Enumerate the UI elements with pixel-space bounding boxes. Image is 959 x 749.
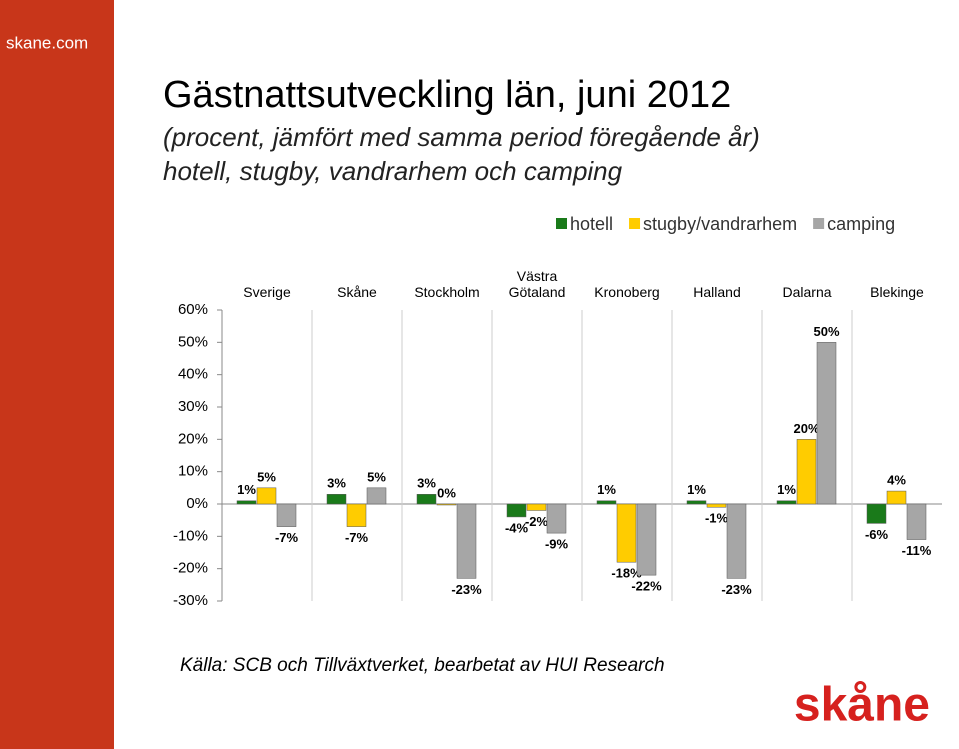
category-label: Blekinge — [870, 284, 924, 300]
category-label: Västra Götaland — [508, 268, 566, 300]
legend-swatch — [629, 218, 641, 229]
bar — [546, 503, 567, 534]
data-label: 3% — [327, 476, 346, 491]
y-tick-label: 0% — [186, 495, 208, 512]
bar — [706, 503, 727, 508]
bar — [506, 503, 527, 518]
data-label: 1% — [687, 482, 706, 497]
data-label: -4% — [505, 520, 529, 535]
y-tick-label: 30% — [178, 398, 208, 415]
data-label: 5% — [367, 469, 386, 484]
bar — [416, 494, 437, 505]
bar — [276, 503, 297, 527]
data-label: -23% — [721, 582, 752, 597]
category-label: Dalarna — [782, 284, 832, 300]
bar — [526, 503, 547, 511]
data-label: -11% — [902, 543, 932, 558]
sidebar — [0, 0, 114, 749]
data-label: 3% — [417, 476, 436, 491]
category-label: Stockholm — [414, 284, 480, 300]
legend-label: camping — [827, 214, 895, 234]
site-name: skane.com — [6, 33, 88, 52]
legend-label: stugby/vandrarhem — [643, 214, 797, 234]
bar — [776, 500, 797, 505]
legend-swatch — [556, 218, 567, 229]
chart-subtitle: (procent, jämfört med samma period föreg… — [163, 122, 760, 152]
bar — [796, 439, 817, 505]
bar — [436, 503, 457, 506]
data-label: 0% — [437, 485, 456, 500]
legend-swatch — [813, 218, 825, 229]
y-tick-label: 10% — [178, 463, 208, 480]
y-tick-label: -30% — [173, 592, 208, 609]
y-tick-label: 60% — [178, 301, 208, 318]
y-tick-label: 50% — [178, 333, 208, 350]
source: Källa: SCB och Tillväxtverket, bearbetat… — [180, 655, 665, 676]
bar — [636, 503, 657, 576]
data-label: 50% — [813, 324, 839, 339]
data-label: -22% — [631, 579, 662, 594]
bar — [866, 503, 887, 524]
y-tick-label: 40% — [178, 366, 208, 383]
legend-label: hotell — [570, 214, 613, 234]
bar — [256, 487, 277, 505]
bar — [726, 503, 747, 579]
category-label: Sverige — [243, 284, 291, 300]
logo: skåne — [794, 679, 930, 732]
bar — [886, 490, 907, 505]
data-label: -18% — [611, 566, 642, 581]
bar — [596, 500, 617, 505]
category-label: Skåne — [337, 284, 377, 300]
data-label: -6% — [865, 527, 889, 542]
data-label: 1% — [777, 482, 796, 497]
bar — [616, 503, 637, 563]
bar — [236, 500, 257, 505]
bar — [816, 342, 837, 505]
y-tick-label: 20% — [178, 430, 208, 447]
bar — [686, 500, 707, 505]
data-label: -1% — [705, 511, 729, 526]
y-tick-label: -20% — [173, 560, 208, 577]
data-label: 4% — [887, 473, 906, 488]
data-label: 5% — [257, 469, 276, 484]
data-label: 1% — [597, 482, 616, 497]
chart-title: Gästnattsutveckling län, juni 2012 — [163, 74, 731, 116]
data-label: 1% — [237, 482, 256, 497]
data-label: -23% — [451, 582, 482, 597]
data-label: -7% — [275, 530, 299, 545]
bar — [456, 503, 477, 579]
category-label: Halland — [693, 284, 741, 300]
bar — [906, 503, 927, 540]
bar — [366, 487, 387, 505]
category-label: Kronoberg — [594, 284, 660, 300]
chart-subtitle: hotell, stugby, vandrarhem och camping — [163, 156, 623, 186]
data-label: -7% — [345, 530, 369, 545]
data-label: -9% — [545, 537, 569, 552]
data-label: 20% — [793, 421, 819, 436]
data-label: -2% — [525, 514, 549, 529]
bar — [346, 503, 367, 527]
y-tick-label: -10% — [173, 527, 208, 544]
bar — [326, 494, 347, 505]
